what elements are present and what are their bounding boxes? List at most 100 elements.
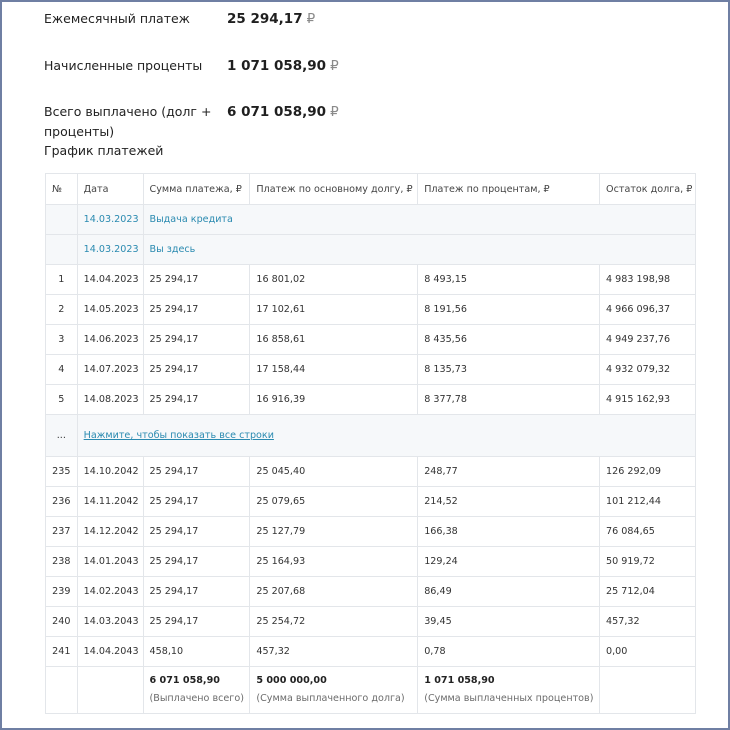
- cell-balance: 101 212,44: [599, 486, 696, 517]
- event-row-you-are-here: 14.03.2023 Вы здесь: [45, 234, 697, 265]
- cell-date: 14.04.2023: [76, 264, 144, 295]
- cell-number: 3: [45, 324, 78, 355]
- cell-date: 14.07.2023: [76, 354, 144, 385]
- cell-principal: 457,32: [249, 636, 419, 667]
- cell-date: 14.08.2023: [76, 384, 144, 415]
- total-principal-sum: 5 000 000,00: [256, 675, 327, 686]
- cell-principal: 25 045,40: [249, 456, 419, 487]
- cell-principal: 25 207,68: [249, 576, 419, 607]
- event-text: Вы здесь: [142, 234, 697, 265]
- table-row: 237 14.12.2042 25 294,17 25 127,79 166,38 76 …: [45, 516, 696, 547]
- currency-sign: ₽: [306, 11, 316, 27]
- table-row: 1 14.04.2023 25 294,17 16 801,02 8 493,15 4 9…: [45, 264, 696, 295]
- cell-number: 239: [45, 576, 78, 607]
- cell-payment: 25 294,17: [142, 354, 251, 385]
- cell-balance: 126 292,09: [599, 456, 696, 487]
- cell-principal: 16 916,39: [249, 384, 419, 415]
- monthly-payment-value: 25 294,17 ₽: [227, 11, 316, 27]
- total-paid-sum: 6 071 058,90: [149, 675, 220, 686]
- cell-balance: 50 919,72: [599, 546, 696, 577]
- total-paid-value: 6 071 058,90 ₽: [227, 104, 339, 120]
- cell-interest: 129,24: [417, 546, 601, 577]
- cell-principal: 17 102,61: [249, 294, 419, 325]
- cell-balance: 4 966 096,37: [599, 294, 696, 325]
- cell-payment: 25 294,17: [142, 324, 251, 355]
- cell-balance: 4 915 162,93: [599, 384, 696, 415]
- table-row: 240 14.03.2043 25 294,17 25 254,72 39,45 457,…: [45, 606, 696, 637]
- cell-balance: 0,00: [599, 636, 696, 667]
- cell-interest: 8 377,78: [417, 384, 601, 415]
- cell-number: 4: [45, 354, 78, 385]
- col-header-balance: Остаток долга, ₽: [599, 173, 696, 205]
- cell-payment: 25 294,17: [142, 516, 251, 547]
- cell-payment: 25 294,17: [142, 456, 251, 487]
- cell-payment: 25 294,17: [142, 264, 251, 295]
- cell-balance: 4 983 198,98: [599, 264, 696, 295]
- cell-date: 14.05.2023: [76, 294, 144, 325]
- show-all-rows-link[interactable]: Нажмите, чтобы показать все строки: [83, 430, 274, 441]
- cell-principal: 25 254,72: [249, 606, 419, 637]
- table-row: 236 14.11.2042 25 294,17 25 079,65 214,52 101…: [45, 486, 696, 517]
- cell-interest: 166,38: [417, 516, 601, 547]
- cell-interest: 8 191,56: [417, 294, 601, 325]
- total-interest-caption: (Сумма выплаченных процентов): [424, 693, 594, 704]
- accrued-interest-value: 1 071 058,90 ₽: [227, 58, 339, 74]
- cell-balance: 4 932 079,32: [599, 354, 696, 385]
- cell-interest: 8 493,15: [417, 264, 601, 295]
- event-date: 14.03.2023: [76, 204, 144, 235]
- cell-number: 2: [45, 294, 78, 325]
- cell-payment: 25 294,17: [142, 546, 251, 577]
- cell-interest: 39,45: [417, 606, 601, 637]
- payment-schedule-table: № Дата Сумма платежа, ₽ Платеж по основн…: [45, 173, 697, 714]
- event-text: Выдача кредита: [142, 204, 697, 235]
- rows-bottom: 235 14.10.2042 25 294,17 25 045,40 248,77 126…: [45, 456, 696, 667]
- cell-interest: 0,78: [417, 636, 601, 667]
- cell-number: 241: [45, 636, 78, 667]
- cell-number: 240: [45, 606, 78, 637]
- table-row: 241 14.04.2043 458,10 457,32 0,78 0,00: [45, 636, 696, 667]
- currency-sign: ₽: [330, 104, 339, 120]
- table-row: 4 14.07.2023 25 294,17 17 158,44 8 135,73 4 9…: [45, 354, 696, 385]
- cell-interest: 248,77: [417, 456, 601, 487]
- cell-payment: 25 294,17: [142, 576, 251, 607]
- cell-number: 5: [45, 384, 78, 415]
- col-header-interest: Платеж по процентам, ₽: [417, 173, 601, 205]
- ellipsis-marker: ...: [45, 414, 78, 457]
- accrued-interest-label: Начисленные проценты: [44, 58, 203, 73]
- cell-principal: 16 858,61: [249, 324, 419, 355]
- cell-principal: 25 164,93: [249, 546, 419, 577]
- collapsed-rows-row: ... Нажмите, чтобы показать все строки: [45, 414, 697, 457]
- total-interest-sum: 1 071 058,90: [424, 675, 495, 686]
- table-row: 3 14.06.2023 25 294,17 16 858,61 8 435,56 4 9…: [45, 324, 696, 355]
- cell-payment: 25 294,17: [142, 606, 251, 637]
- schedule-title: График платежей: [44, 143, 164, 158]
- cell-interest: 86,49: [417, 576, 601, 607]
- cell-interest: 8 435,56: [417, 324, 601, 355]
- cell-date: 14.04.2043: [76, 636, 144, 667]
- cell-number: 1: [45, 264, 78, 295]
- cell-balance: 25 712,04: [599, 576, 696, 607]
- cell-principal: 25 079,65: [249, 486, 419, 517]
- table-row: 5 14.08.2023 25 294,17 16 916,39 8 377,78 4 9…: [45, 384, 696, 415]
- col-header-number: №: [45, 173, 78, 205]
- event-date: 14.03.2023: [76, 234, 144, 265]
- total-paid-label: Всего выплачено (долг + проценты): [44, 104, 212, 139]
- total-principal-caption: (Сумма выплаченного долга): [256, 693, 405, 704]
- total-interest-cell: 1 071 058,90 (Сумма выплаченных проценто…: [417, 666, 601, 714]
- cell-number: 236: [45, 486, 78, 517]
- cell-payment: 458,10: [142, 636, 251, 667]
- cell-interest: 214,52: [417, 486, 601, 517]
- cell-payment: 25 294,17: [142, 486, 251, 517]
- total-paid-caption: (Выплачено всего): [149, 693, 244, 704]
- cell-number: 235: [45, 456, 78, 487]
- total-principal-cell: 5 000 000,00 (Сумма выплаченного долга): [249, 666, 419, 714]
- cell-date: 14.11.2042: [76, 486, 144, 517]
- cell-date: 14.03.2043: [76, 606, 144, 637]
- cell-date: 14.02.2043: [76, 576, 144, 607]
- cell-date: 14.10.2042: [76, 456, 144, 487]
- table-row: 239 14.02.2043 25 294,17 25 207,68 86,49 25 7…: [45, 576, 696, 607]
- cell-number: 237: [45, 516, 78, 547]
- cell-payment: 25 294,17: [142, 294, 251, 325]
- cell-principal: 25 127,79: [249, 516, 419, 547]
- cell-interest: 8 135,73: [417, 354, 601, 385]
